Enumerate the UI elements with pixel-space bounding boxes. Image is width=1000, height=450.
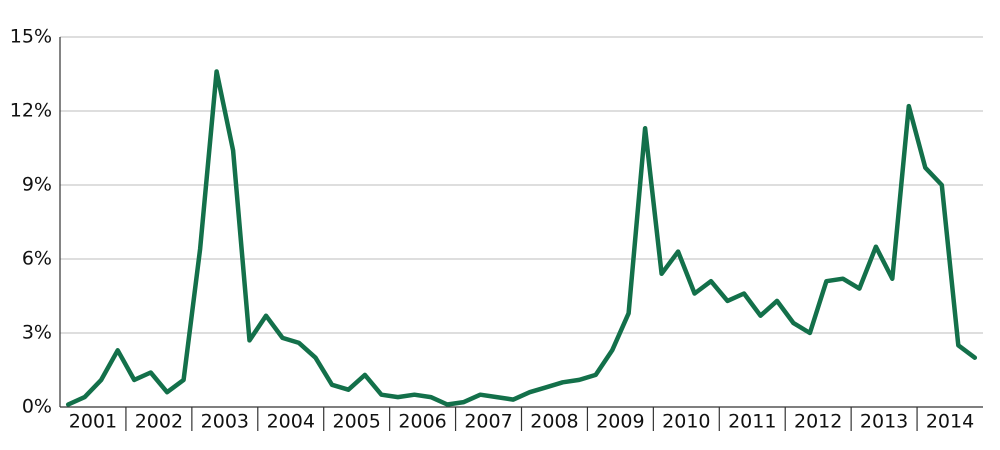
y-tick-label: 6%: [22, 248, 52, 270]
y-tick-label: 3%: [22, 322, 52, 344]
x-tick-label: 2011: [728, 411, 776, 433]
x-tick-label: 2012: [794, 411, 842, 433]
x-tick-label: 2004: [267, 411, 315, 433]
x-tick-label: 2014: [926, 411, 974, 433]
x-tick-label: 2009: [596, 411, 644, 433]
y-tick-label: 9%: [22, 174, 52, 196]
y-tick-label: 15%: [10, 26, 52, 48]
y-tick-label: 12%: [10, 100, 52, 122]
x-tick-label: 2002: [135, 411, 183, 433]
x-tick-label: 2003: [201, 411, 249, 433]
x-tick-label: 2005: [332, 411, 380, 433]
x-tick-label: 2008: [530, 411, 578, 433]
x-tick-label: 2007: [464, 411, 512, 433]
x-tick-label: 2013: [860, 411, 908, 433]
data-line: [65, 69, 978, 407]
y-tick-label: 0%: [22, 396, 52, 418]
x-tick-label: 2001: [69, 411, 117, 433]
x-tick-label: 2006: [398, 411, 446, 433]
x-tick-label: 2010: [662, 411, 710, 433]
